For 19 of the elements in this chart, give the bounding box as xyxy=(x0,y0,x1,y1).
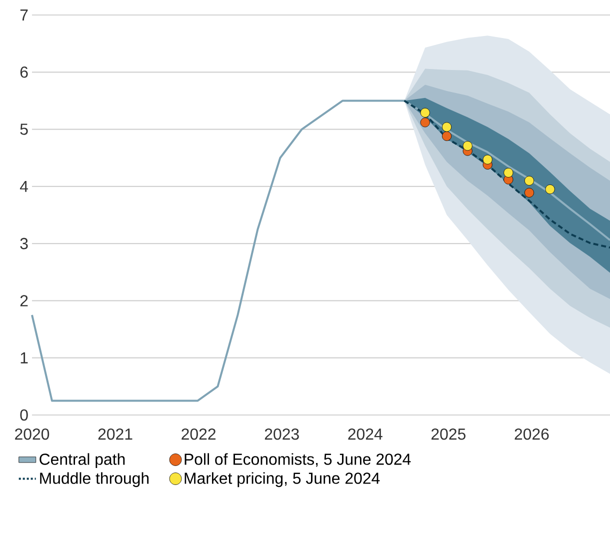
legend-label: Market pricing, 5 June 2024 xyxy=(184,472,380,488)
y-tick-label: 4 xyxy=(20,180,28,192)
y-tick-label: 1 xyxy=(20,352,28,364)
x-tick-label: 2024 xyxy=(348,428,382,440)
x-tick-label: 2021 xyxy=(98,428,132,440)
x-tick-label: 2020 xyxy=(15,428,50,440)
legend-label: Muddle through xyxy=(40,472,149,488)
y-tick-label: 3 xyxy=(20,238,28,250)
y-tick-label: 5 xyxy=(20,124,28,135)
legend-label: Poll of Economists, 5 June 2024 xyxy=(184,453,411,467)
x-tick-label: 2025 xyxy=(432,428,466,440)
x-tick-label: 2022 xyxy=(182,428,216,440)
y-tick-label: 7 xyxy=(20,10,28,20)
y-tick-label: 0 xyxy=(20,409,28,421)
legend-label: Central path xyxy=(40,453,125,468)
x-tick-label: 2023 xyxy=(264,428,299,440)
y-tick-label: 2 xyxy=(20,295,28,306)
y-tick-label: 6 xyxy=(20,66,28,78)
x-tick-label: 2026 xyxy=(514,428,549,440)
